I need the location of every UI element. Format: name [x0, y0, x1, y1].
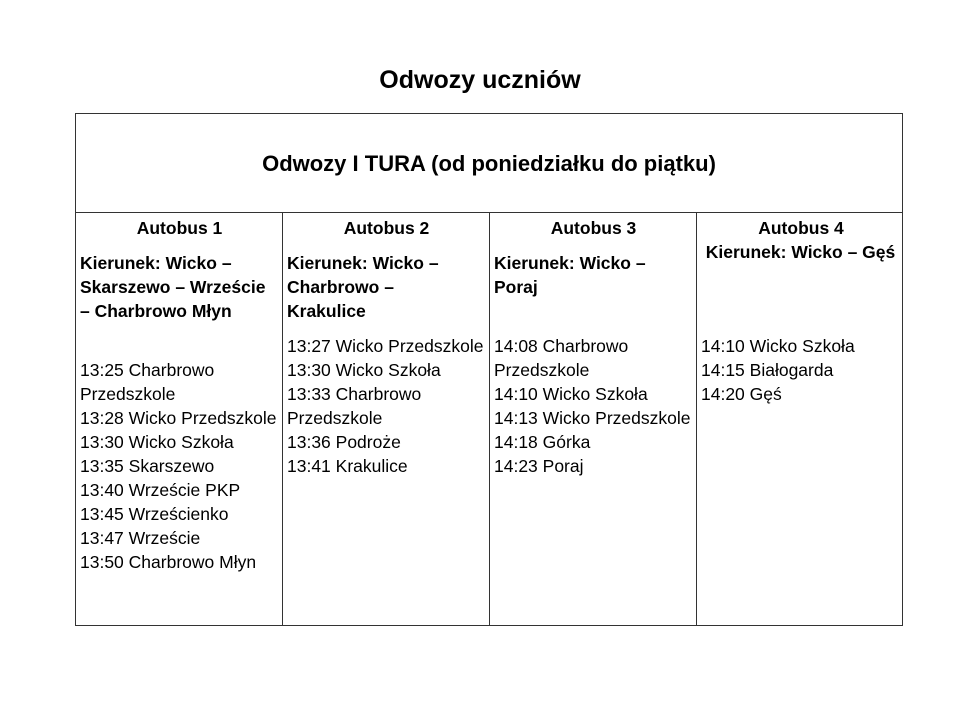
stop-entry: 13:41 Krakulice — [287, 456, 408, 476]
stops-list: 13:25 Charbrowo Przedszkole 13:28 Wicko P… — [80, 358, 279, 574]
bus-name: Autobus 1 — [136, 218, 223, 238]
stops-list: 14:08 Charbrowo Przedszkole 14:10 Wicko S… — [494, 334, 693, 478]
bus-direction: Kierunek: Wicko – Gęś — [705, 242, 896, 262]
stop-entry: 14:13 Wicko Przedszkole — [494, 408, 691, 428]
bus-name: Autobus 3 — [550, 218, 637, 238]
bus-name: Autobus 4 — [758, 218, 844, 238]
table-header: Odwozy I TURA (od poniedziałku do piątku… — [76, 114, 902, 213]
stop-entry: 14:10 Wicko Szkoła — [701, 336, 855, 356]
stop-entry: 13:47 Wrzeście — [80, 528, 201, 548]
bus-direction: Kierunek: Wicko – Charbrowo – Krakulice — [287, 253, 439, 321]
bus-column-1: Autobus 1 Kierunek: Wicko – Skarszewo – … — [76, 213, 283, 625]
stop-entry: 13:45 Wrześcienko — [80, 504, 229, 524]
stops-list: 13:27 Wicko Przedszkole 13:30 Wicko Szkoł… — [287, 334, 486, 478]
stop-entry: 14:15 Białogarda — [701, 360, 834, 380]
stop-entry: 14:18 Górka — [494, 432, 591, 452]
stop-entry: 13:28 Wicko Przedszkole — [80, 408, 277, 428]
stops-list: 14:10 Wicko Szkoła 14:15 Białogarda 14:20 … — [701, 334, 901, 406]
stop-entry: 13:36 Podroże — [287, 432, 401, 452]
schedule-table: Odwozy I TURA (od poniedziałku do piątku… — [75, 113, 903, 626]
bus-column-2: Autobus 2 Kierunek: Wicko – Charbrowo – … — [283, 213, 490, 625]
page-title: Odwozy uczniów — [379, 66, 581, 94]
stop-entry: 13:30 Wicko Szkoła — [80, 432, 234, 452]
bus-column-4: Autobus 4 Kierunek: Wicko – Gęś 14:10 Wi… — [697, 213, 904, 625]
stop-entry: 14:20 Gęś — [701, 384, 782, 404]
stop-entry: 13:35 Skarszewo — [80, 456, 215, 476]
bus-direction: Kierunek: Wicko – Poraj — [494, 253, 646, 297]
stop-entry: 13:30 Wicko Szkoła — [287, 360, 441, 380]
bus-column-3: Autobus 3 Kierunek: Wicko – Poraj 14:08 … — [490, 213, 697, 625]
stop-entry: 13:27 Wicko Przedszkole — [287, 336, 484, 356]
stop-entry: 14:10 Wicko Szkoła — [494, 384, 648, 404]
stop-entry: 13:25 Charbrowo Przedszkole — [80, 360, 215, 404]
stop-entry: 13:33 Charbrowo Przedszkole — [287, 384, 422, 428]
stop-entry: 13:50 Charbrowo Młyn — [80, 552, 257, 572]
stop-entry: 13:40 Wrzeście PKP — [80, 480, 241, 500]
stop-entry: 14:08 Charbrowo Przedszkole — [494, 336, 629, 380]
bus-name: Autobus 2 — [343, 218, 430, 238]
stop-entry: 14:23 Poraj — [494, 456, 584, 476]
bus-direction: Kierunek: Wicko – Skarszewo – Wrzeście –… — [80, 253, 266, 321]
